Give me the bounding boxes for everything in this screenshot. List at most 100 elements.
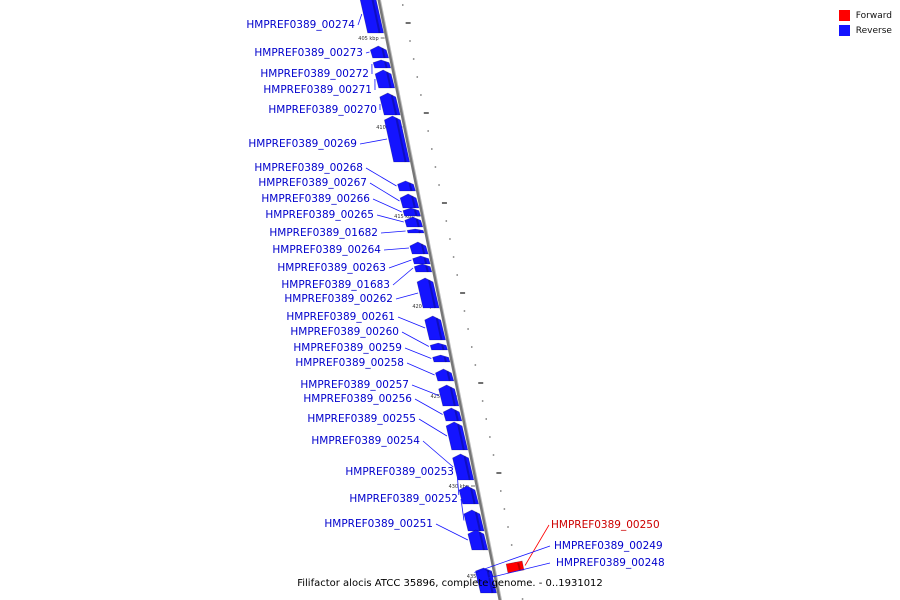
gene-block[interactable] bbox=[397, 180, 416, 192]
gene-label[interactable]: HMPREF0389_00259 bbox=[293, 342, 402, 354]
axis-highlight bbox=[379, 0, 503, 600]
gene-block[interactable] bbox=[458, 485, 480, 505]
gene-block[interactable] bbox=[413, 263, 433, 273]
gene-shade bbox=[384, 61, 388, 69]
gene-label[interactable]: HMPREF0389_00271 bbox=[263, 84, 372, 96]
gene-block[interactable] bbox=[372, 59, 392, 69]
gene-shade bbox=[415, 218, 420, 228]
leader-line bbox=[422, 440, 454, 468]
gene-block[interactable] bbox=[435, 368, 455, 382]
leader-line bbox=[524, 524, 550, 566]
leader-line bbox=[395, 292, 419, 300]
gene-shade bbox=[381, 47, 386, 59]
leader-line bbox=[404, 347, 432, 359]
gene-label[interactable]: HMPREF0389_00254 bbox=[311, 435, 420, 447]
gene-block[interactable] bbox=[379, 92, 401, 116]
gene-block[interactable] bbox=[384, 115, 411, 163]
leader-line bbox=[401, 331, 430, 347]
gene-block[interactable] bbox=[412, 255, 431, 265]
gene-shade bbox=[386, 71, 392, 89]
gene-label[interactable]: HMPREF0389_00264 bbox=[272, 244, 381, 256]
gene-label[interactable]: HMPREF0389_00272 bbox=[260, 68, 369, 80]
gene-block[interactable] bbox=[432, 354, 451, 363]
leader-line bbox=[414, 398, 443, 415]
gene-label[interactable]: HMPREF0389_00255 bbox=[307, 413, 416, 425]
leader-line bbox=[388, 259, 412, 269]
gene-label[interactable]: HMPREF0389_00269 bbox=[248, 138, 357, 150]
leader-line bbox=[359, 138, 388, 145]
gene-label[interactable]: HMPREF0389_00258 bbox=[295, 357, 404, 369]
gene-label[interactable]: HMPREF0389_00268 bbox=[254, 162, 363, 174]
leader-line bbox=[376, 214, 404, 223]
legend-forward[interactable]: Forward bbox=[838, 8, 892, 23]
gene-block[interactable] bbox=[429, 342, 448, 351]
gene-label[interactable]: HMPREF0389_00266 bbox=[261, 193, 370, 205]
reverse-swatch bbox=[838, 25, 850, 36]
gene-label[interactable]: HMPREF0389_00252 bbox=[349, 493, 458, 505]
tick-label: 405 kbp bbox=[358, 36, 378, 42]
gene-label[interactable]: HMPREF0389_00265 bbox=[265, 209, 374, 221]
gene-label[interactable]: HMPREF0389_01682 bbox=[269, 227, 378, 239]
gene-block[interactable] bbox=[369, 45, 390, 59]
gene-block[interactable] bbox=[409, 241, 429, 255]
gene-block[interactable] bbox=[416, 277, 440, 309]
gene-label[interactable]: HMPREF0389_00263 bbox=[277, 262, 386, 274]
gene-label[interactable]: HMPREF0389_00253 bbox=[345, 466, 454, 478]
leader-line bbox=[397, 316, 426, 329]
gene-block[interactable] bbox=[505, 560, 525, 574]
gene-label[interactable]: HMPREF0389_00262 bbox=[284, 293, 393, 305]
gene-block[interactable] bbox=[452, 453, 475, 481]
gene-block[interactable] bbox=[359, 0, 385, 34]
gene-label[interactable]: HMPREF0389_00274 bbox=[246, 19, 355, 31]
genome-caption: Filifactor alocis ATCC 35896, complete g… bbox=[297, 578, 603, 589]
gene-label[interactable]: HMPREF0389_00250 bbox=[551, 519, 660, 531]
leader-line bbox=[365, 51, 370, 54]
gene-block[interactable] bbox=[404, 216, 424, 228]
gene-shade bbox=[517, 562, 521, 571]
gene-shade bbox=[463, 455, 471, 481]
gene-block[interactable] bbox=[442, 407, 463, 422]
gene-label[interactable]: HMPREF0389_00249 bbox=[554, 540, 663, 552]
gene-label[interactable]: HMPREF0389_00248 bbox=[556, 557, 665, 569]
gene-label[interactable]: HMPREF0389_00251 bbox=[324, 518, 433, 530]
legend-reverse[interactable]: Reverse bbox=[838, 23, 892, 38]
genome-axis bbox=[377, 0, 503, 600]
gene-block[interactable] bbox=[445, 421, 469, 451]
gene-block[interactable] bbox=[399, 193, 420, 209]
gene-label[interactable]: HMPREF0389_00256 bbox=[303, 393, 412, 405]
leader-line bbox=[372, 198, 402, 213]
gene-shade bbox=[411, 195, 416, 209]
gene-blocks bbox=[359, 0, 525, 594]
gene-label[interactable]: HMPREF0389_00273 bbox=[254, 47, 363, 59]
leader-line bbox=[456, 471, 460, 496]
axis-line bbox=[377, 0, 502, 600]
tick-label: 430 kbp bbox=[449, 484, 469, 490]
strand-legend: Forward Reverse bbox=[838, 8, 892, 38]
gene-label[interactable]: HMPREF0389_00267 bbox=[258, 177, 367, 189]
tick-label: 420 kbp bbox=[412, 304, 432, 310]
gene-block[interactable] bbox=[374, 69, 396, 89]
leader-line bbox=[392, 267, 414, 286]
gene-block[interactable] bbox=[424, 315, 446, 341]
gene-shade bbox=[413, 209, 418, 217]
gene-label[interactable]: HMPREF0389_00260 bbox=[290, 326, 399, 338]
leader-line bbox=[383, 247, 410, 251]
leader-line bbox=[369, 182, 400, 202]
gene-label[interactable]: HMPREF0389_01683 bbox=[281, 279, 390, 291]
gene-block[interactable] bbox=[438, 384, 460, 407]
gene-shade bbox=[435, 317, 443, 341]
gene-shade bbox=[441, 344, 445, 351]
gene-label[interactable]: HMPREF0389_00257 bbox=[300, 379, 409, 391]
gene-block[interactable] bbox=[467, 529, 489, 551]
leader-line bbox=[460, 498, 465, 521]
gene-block[interactable] bbox=[463, 509, 485, 532]
gene-block[interactable] bbox=[406, 228, 425, 234]
leader-line bbox=[418, 418, 448, 437]
gene-shade bbox=[390, 94, 398, 116]
gene-label[interactable]: HMPREF0389_00261 bbox=[286, 311, 395, 323]
leader-line bbox=[476, 562, 551, 582]
gene-label[interactable]: HMPREF0389_00270 bbox=[268, 104, 377, 116]
gene-block[interactable] bbox=[402, 207, 421, 217]
tick-label: 415 kbp bbox=[394, 214, 414, 220]
